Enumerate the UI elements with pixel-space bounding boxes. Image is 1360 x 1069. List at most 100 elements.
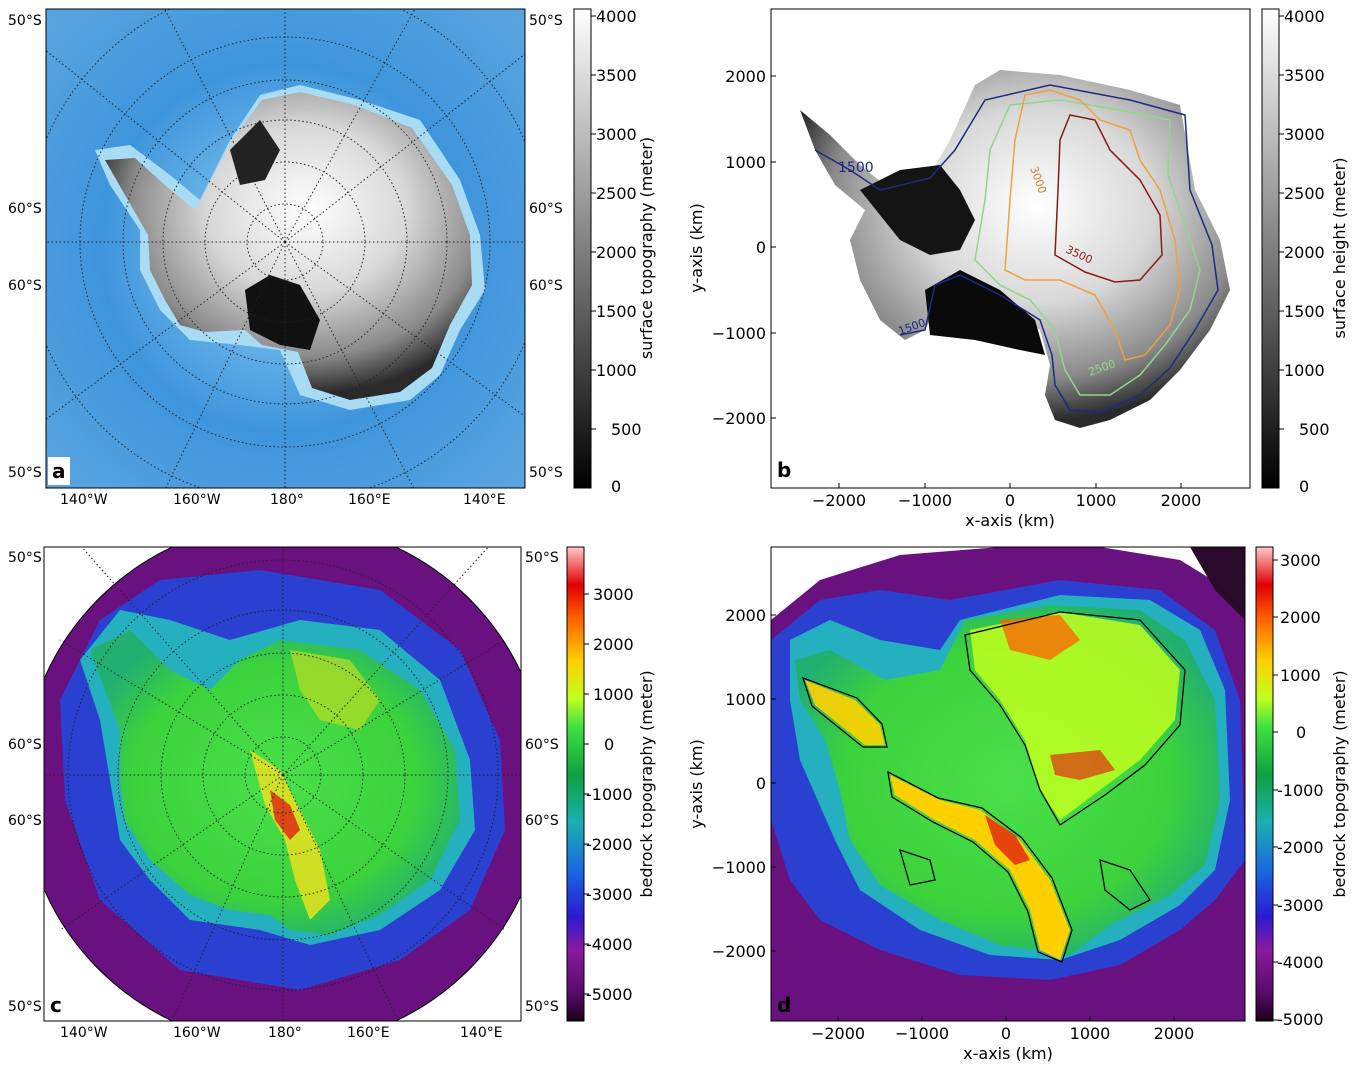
lat-label: 50°S: [529, 465, 563, 481]
colorbar-b: [1261, 8, 1280, 489]
antarctica-surface: [105, 92, 472, 400]
colorbar-tick: 2000: [596, 243, 637, 262]
colorbar-tick: -2000: [1277, 838, 1324, 857]
bedrock-peaks: [270, 790, 300, 840]
lon-label: 180°: [270, 492, 304, 508]
panel-d-letter: d: [777, 993, 791, 1017]
lat-label: 50°S: [8, 465, 42, 481]
lat-label: 60°S: [529, 201, 563, 217]
colorbar-c-label: bedrock topography (meter): [637, 670, 656, 897]
transantarctic-peaks: [985, 815, 1030, 865]
x-axis-label: x-axis (km): [965, 511, 1055, 530]
colorbar-tick: 1000: [593, 685, 634, 704]
colorbar-tick: -5000: [586, 985, 633, 1004]
lat-label: 50°S: [8, 13, 42, 29]
colorbar-tick: -2000: [586, 835, 633, 854]
x-tick: 1000: [1070, 1024, 1111, 1043]
panel-d: d −2000 −1000 0 1000 2000 2000 1000 0 −1…: [687, 546, 1349, 1063]
y-tick: 1000: [725, 153, 766, 172]
x-tick: 2000: [1154, 1024, 1195, 1043]
colorbar-tick: -1000: [586, 785, 633, 804]
colorbar-tick: 2000: [1280, 608, 1321, 627]
bedrock-peaks-east: [1000, 615, 1080, 660]
colorbar-tick: 4000: [596, 7, 637, 26]
colorbar-tick: 3000: [596, 125, 637, 144]
transantarctic-mountains: [890, 775, 1070, 960]
x-tick: 0: [1005, 491, 1015, 510]
y-tick: 1000: [725, 690, 766, 709]
colorbar-tick: 3000: [1280, 551, 1321, 570]
colorbar-a: [573, 8, 592, 489]
lon-label: 140°E: [460, 1025, 503, 1041]
colorbar-tick: 500: [1299, 420, 1330, 439]
colorbar-a-label: surface topography (meter): [637, 137, 656, 359]
bedrock-dark-corner: [1190, 547, 1245, 620]
lat-label: 50°S: [8, 999, 42, 1015]
x-tick: −1000: [895, 1024, 949, 1043]
lat-label: 50°S: [529, 13, 563, 29]
lon-label: 160°W: [173, 492, 221, 508]
colorbar-tick: -3000: [586, 885, 633, 904]
colorbar-c-ticks: [584, 593, 589, 995]
y-tick: −1000: [712, 858, 766, 877]
lat-label: 60°S: [525, 813, 559, 829]
colorbar-tick: 1500: [596, 302, 637, 321]
colorbar-tick: -5000: [1277, 1010, 1324, 1029]
colorbar-tick: 4000: [1284, 7, 1325, 26]
colorbar-tick: 2000: [593, 635, 634, 654]
colorbar-tick: 2000: [1284, 243, 1325, 262]
panel-c-frame: [43, 546, 522, 1022]
colorbar-tick: 1500: [1284, 302, 1325, 321]
colorbar-tick: -4000: [586, 935, 633, 954]
lon-label: 180°: [268, 1025, 302, 1041]
lat-label: 60°S: [8, 813, 42, 829]
colorbar-b-label: surface height (meter): [1330, 158, 1349, 339]
lon-label: 160°E: [347, 1025, 390, 1041]
colorbar-tick: 1000: [1284, 361, 1325, 380]
lat-label: 50°S: [525, 550, 559, 566]
colorbar-tick: 3000: [1284, 125, 1325, 144]
x-tick: 0: [1001, 1024, 1011, 1043]
y-tick: 0: [756, 238, 766, 257]
colorbar-tick: 1000: [596, 361, 637, 380]
panel-d-frame: [770, 546, 1246, 1022]
panel-b-ticks: [771, 75, 1182, 488]
x-tick: −1000: [898, 491, 952, 510]
x-tick: 2000: [1161, 491, 1202, 510]
y-tick: 2000: [725, 67, 766, 86]
lon-label: 140°W: [60, 1025, 108, 1041]
antarctica-surface-height: [800, 70, 1230, 428]
panel-b: 1500 3000 3500 1500 2500 b −2000 −1000 0…: [687, 7, 1349, 530]
bedrock-peaks-central: [1050, 750, 1115, 780]
colorbar-d-label: bedrock topography (meter): [1330, 670, 1349, 897]
lat-label: 60°S: [8, 278, 42, 294]
lon-label: 140°W: [60, 492, 108, 508]
colorbar-tick: 0: [1299, 477, 1309, 496]
colorbar-d: [1255, 546, 1274, 1022]
colorbar-a-ticks: [591, 15, 596, 430]
lat-label: 60°S: [525, 737, 559, 753]
contour-3000: [1004, 89, 1181, 361]
graticule-c: [44, 547, 521, 1021]
peninsula-highlands: [805, 680, 885, 745]
lat-label: 60°S: [529, 278, 563, 294]
y-tick: −1000: [712, 324, 766, 343]
x-axis-label: x-axis (km): [963, 1044, 1053, 1063]
panel-a-letter: a: [52, 459, 66, 483]
colorbar-tick: -4000: [1277, 953, 1324, 972]
y-axis-label: y-axis (km): [687, 203, 706, 292]
panel-c-letter: c: [50, 993, 62, 1017]
contour-3500: [1054, 114, 1163, 283]
colorbar-tick: 3500: [1284, 66, 1325, 85]
colorbar-tick: 2500: [596, 184, 637, 203]
colorbar-tick: -3000: [1277, 896, 1324, 915]
y-axis-label: y-axis (km): [687, 739, 706, 828]
colorbar-tick: 2500: [1284, 184, 1325, 203]
x-tick: 1000: [1076, 491, 1117, 510]
panel-a-letter-box: [48, 457, 70, 485]
y-tick: 0: [756, 774, 766, 793]
colorbar-tick: -1000: [1277, 781, 1324, 800]
colorbar-tick: 0: [1296, 723, 1306, 742]
weddell-dark: [230, 120, 280, 185]
